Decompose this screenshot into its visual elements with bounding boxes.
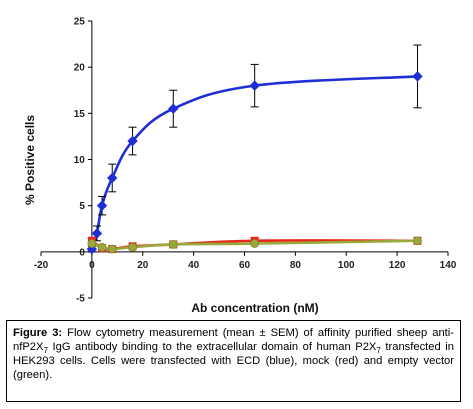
- x-tick-label: 140: [440, 260, 457, 271]
- data-point: [127, 135, 138, 147]
- x-tick-label: 120: [389, 260, 406, 271]
- data-point: [87, 239, 97, 248]
- axes: [40, 20, 449, 299]
- y-axis-title: % Positive cells: [23, 115, 37, 205]
- tick-labels: -5 0 5 10 15 20 25 -20 0 20 40 60 80 100 120 140: [34, 17, 457, 305]
- data-point: [249, 80, 260, 91]
- x-tick-label: 40: [188, 260, 200, 271]
- series-0: [86, 44, 423, 255]
- data-point: [91, 228, 103, 239]
- y-tick-label: 15: [74, 109, 86, 120]
- x-tick-label: 60: [239, 260, 251, 271]
- caption-text-3: transfected in HEK293 cells. Cells were …: [13, 341, 454, 381]
- data-point: [107, 244, 117, 254]
- y-tick-label: 5: [79, 201, 85, 212]
- caption-sub-2: 7: [376, 346, 381, 356]
- data-point: [97, 242, 107, 252]
- y-tick-label: 0: [79, 247, 85, 258]
- data-point: [107, 172, 118, 184]
- data-point: [412, 71, 423, 82]
- x-tick-label: 20: [137, 260, 149, 271]
- series-2: [87, 236, 422, 254]
- y-tick-label: 20: [74, 63, 86, 74]
- caption-text-1: Flow cytometry measurement (mean ± SEM) …: [13, 327, 454, 353]
- x-tick-label: 80: [290, 260, 302, 271]
- figure-caption: Figure 3: Flow cytometry measurement (me…: [6, 320, 461, 402]
- data-point: [168, 240, 178, 249]
- y-tick-label: -5: [76, 294, 85, 305]
- x-axis-title: Ab concentration (nM): [191, 301, 318, 315]
- data-point: [86, 243, 98, 255]
- data-point: [168, 103, 179, 114]
- x-tick-label: 100: [338, 260, 355, 271]
- data-point: [96, 200, 108, 211]
- x-tick-label: -20: [34, 260, 49, 271]
- caption-label: Figure 3:: [13, 327, 63, 339]
- caption-text-2: IgG antibody binding to the extracellula…: [47, 341, 377, 353]
- data-point: [128, 242, 137, 252]
- y-tick-label: 10: [74, 155, 86, 166]
- data-point: [250, 239, 260, 248]
- data-point: [413, 236, 422, 246]
- y-tick-label: 25: [74, 17, 86, 28]
- series-layer: [86, 44, 423, 255]
- chart: -5 0 5 10 15 20 25 -20 0 20 40 60 80 100 120 140 % Posi…: [23, 17, 457, 316]
- caption-sub-1: 7: [43, 346, 48, 356]
- x-tick-label: 0: [89, 260, 95, 271]
